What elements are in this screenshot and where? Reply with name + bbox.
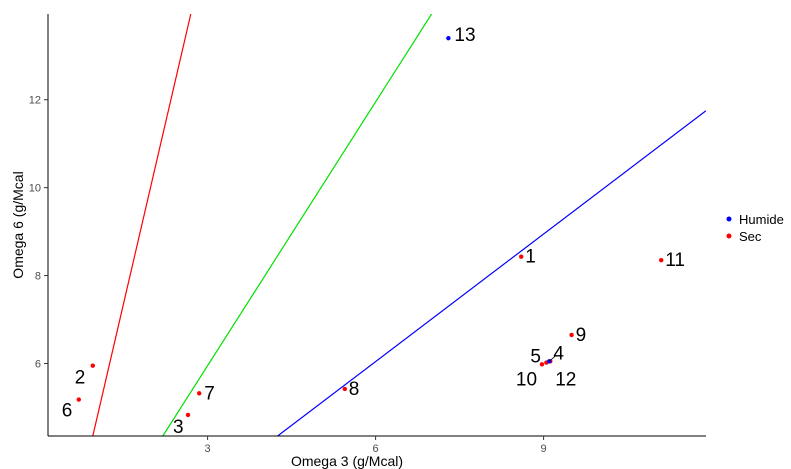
point-label-8: 8 bbox=[349, 379, 360, 400]
point-label-13: 13 bbox=[454, 25, 475, 46]
legend-key-humide bbox=[726, 216, 732, 222]
reference-lines bbox=[92, 14, 706, 436]
x-tick-label: 6 bbox=[373, 443, 379, 455]
axes bbox=[47, 14, 706, 437]
reference-line-3 bbox=[277, 110, 706, 436]
data-point-10 bbox=[539, 362, 545, 367]
y-axis-title: Omega 6 (g/Mcal bbox=[10, 171, 26, 278]
data-point-7 bbox=[197, 391, 202, 396]
data-point-8 bbox=[342, 386, 347, 392]
x-axis-title: Omega 3 (g/Mcal) bbox=[291, 453, 403, 469]
data-points bbox=[76, 35, 664, 418]
y-tick-label: 6 bbox=[35, 358, 41, 370]
point-label-12: 12 bbox=[555, 369, 576, 390]
x-tick-label: 9 bbox=[541, 443, 547, 455]
data-point-6 bbox=[76, 397, 82, 402]
data-point-13 bbox=[446, 35, 451, 41]
legend-label-humide: Humide bbox=[739, 212, 784, 227]
legend-key-sec bbox=[726, 233, 732, 239]
y-tick-label: 12 bbox=[29, 95, 41, 107]
point-label-2: 2 bbox=[75, 368, 86, 389]
point-label-5: 5 bbox=[530, 347, 541, 368]
data-point-1 bbox=[519, 254, 524, 259]
data-point-9 bbox=[569, 332, 574, 338]
y-tick-label: 10 bbox=[29, 183, 41, 195]
reference-line-1 bbox=[92, 14, 192, 436]
point-label-4: 4 bbox=[553, 343, 564, 364]
data-point-11 bbox=[659, 257, 664, 263]
reference-line-2 bbox=[162, 14, 433, 436]
data-point-3 bbox=[185, 412, 191, 418]
point-label-3: 3 bbox=[173, 417, 184, 438]
data-point-2 bbox=[90, 363, 96, 368]
x-tick-label: 3 bbox=[205, 443, 211, 455]
label-connector bbox=[548, 354, 557, 362]
legend: Humide Sec bbox=[726, 212, 784, 244]
point-label-1: 1 bbox=[525, 247, 536, 268]
point-label-11: 11 bbox=[665, 250, 685, 271]
point-label-6: 6 bbox=[62, 401, 73, 422]
point-label-9: 9 bbox=[576, 325, 587, 346]
y-tick-label: 8 bbox=[35, 271, 41, 283]
legend-label-sec: Sec bbox=[739, 229, 762, 244]
point-label-7: 7 bbox=[204, 383, 215, 404]
point-label-10: 10 bbox=[516, 369, 537, 390]
